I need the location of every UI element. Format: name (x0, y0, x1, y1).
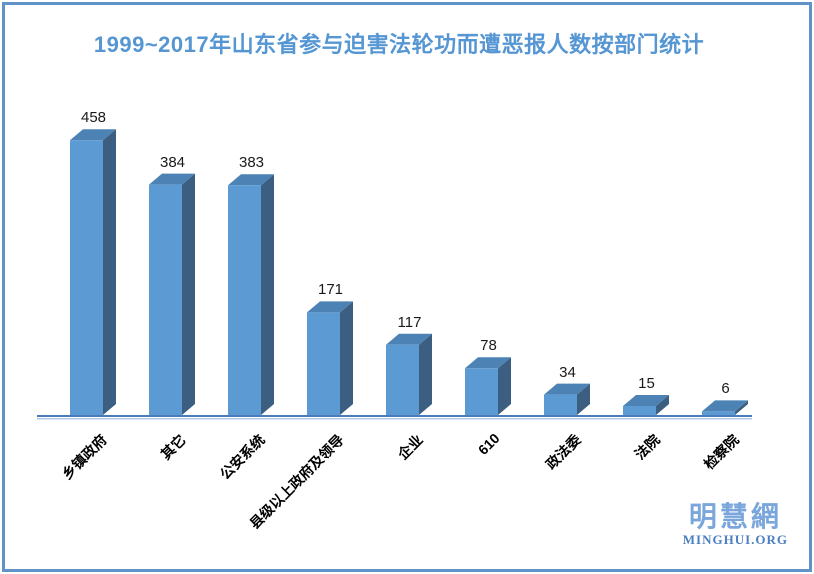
bar-value-label: 34 (559, 363, 576, 381)
chart-title: 1999~2017年山东省参与迫害法轮功而遭恶报人数按部门统计 (93, 32, 705, 57)
bar-value-label: 6 (721, 380, 730, 398)
bar-face (307, 301, 353, 313)
x-axis-shadow-line (37, 418, 752, 420)
bar-face (419, 333, 432, 415)
bar-公安系统 (228, 174, 274, 415)
minghui-watermark: 明慧網 MINGHUI.ORG (682, 500, 788, 548)
bar-face (149, 173, 195, 185)
bar-value-label: 383 (238, 154, 265, 172)
bar-face (656, 395, 669, 415)
bar-face (702, 400, 748, 412)
bar-face (228, 174, 274, 186)
bar-face (544, 394, 577, 415)
bar-乡镇政府 (70, 129, 116, 415)
bar-face (386, 333, 432, 345)
x-axis-line (37, 415, 752, 417)
bar-face (103, 129, 116, 415)
bar-face (307, 312, 340, 415)
minghui-logo-latin: MINGHUI.ORG (682, 532, 788, 547)
bar-政法委 (544, 383, 590, 415)
bar-value-label: 117 (397, 313, 422, 331)
bar-企业 (386, 333, 432, 415)
bar-face (623, 406, 656, 415)
bar-face (386, 344, 419, 415)
bar-face (735, 400, 748, 415)
bar-法院 (623, 395, 669, 415)
bar-face (149, 184, 182, 415)
bar-face (498, 357, 511, 415)
bar-face (465, 368, 498, 415)
minghui-logo-cjk: 明慧網 (688, 500, 782, 532)
bar-value-label: 458 (80, 109, 107, 127)
bar-value-label: 384 (159, 153, 186, 171)
bar-face (544, 383, 590, 395)
bar-县级以上政府及领导 (307, 301, 353, 415)
bar-value-label: 78 (480, 337, 497, 355)
bar-value-label: 15 (638, 375, 655, 392)
bar-face (465, 357, 511, 369)
bar-其它 (149, 173, 195, 415)
bar-value-label: 171 (317, 281, 344, 299)
bar-face (340, 301, 353, 415)
bar-face (70, 129, 116, 141)
bar-face (228, 185, 261, 415)
bar-face (261, 174, 274, 415)
bar-face (182, 173, 195, 415)
bar-610 (465, 357, 511, 415)
bar-检察院 (702, 400, 748, 415)
bar-face (70, 140, 103, 415)
bar-face (623, 395, 669, 406)
bar-face (577, 383, 590, 415)
bar-face (702, 411, 735, 415)
